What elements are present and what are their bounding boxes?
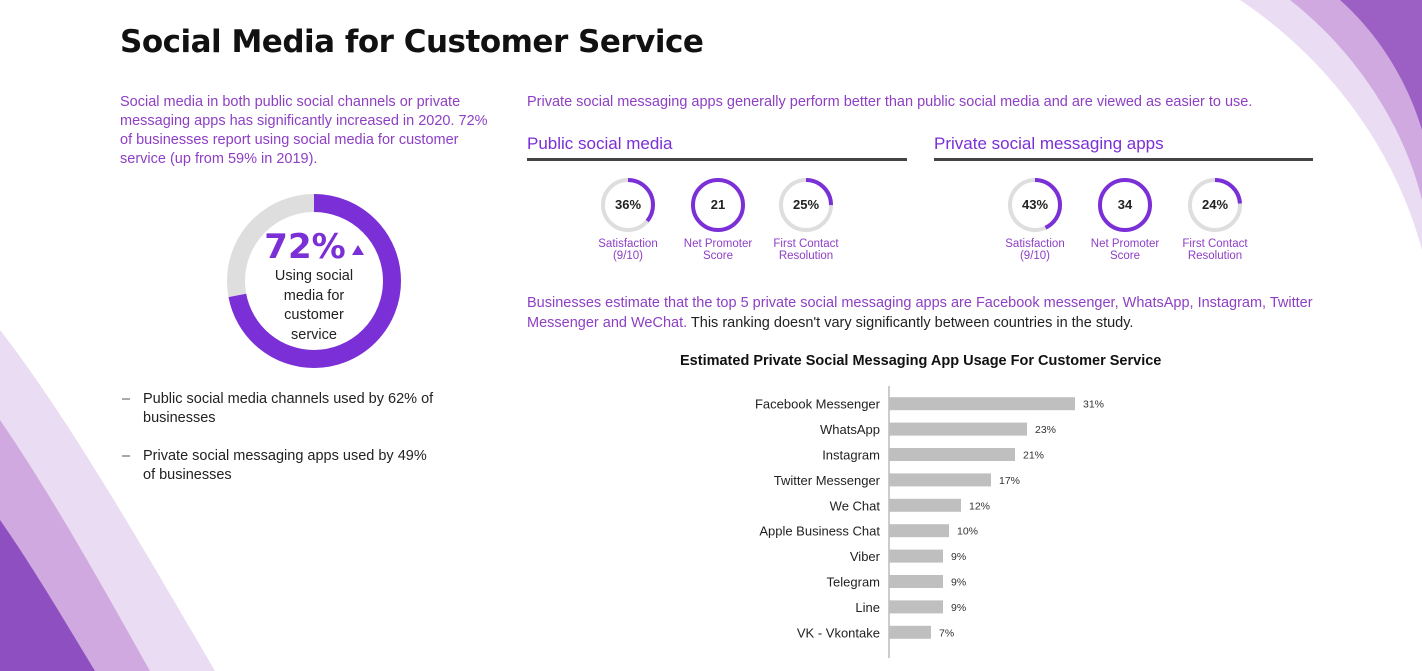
bullet-item: – Public social media channels used by 62… <box>120 390 440 428</box>
public-social-heading: Public social media <box>527 134 907 161</box>
bar <box>889 397 1075 411</box>
category-label: Viber <box>850 549 881 564</box>
category-label: VK - Vkontake <box>797 625 880 640</box>
data-label: 23% <box>1035 424 1056 436</box>
bar <box>889 498 961 512</box>
chart-title: Estimated Private Social Messaging App U… <box>680 353 1162 369</box>
data-label: 12% <box>969 500 990 512</box>
dash-icon: – <box>122 391 131 407</box>
metric-value: 36% <box>614 197 642 212</box>
category-label: WhatsApp <box>820 422 880 437</box>
metric-label: Net Promoter Score <box>1090 238 1160 262</box>
top-apps-highlight: Businesses estimate that the top 5 priva… <box>527 295 1313 331</box>
category-label: Telegram <box>827 575 880 590</box>
bar <box>889 575 943 588</box>
bullet-text: Public social media channels used by 62%… <box>143 391 434 426</box>
metric-value: 25% <box>792 197 820 212</box>
public-nps-metric: 21 Net Promoter Score <box>676 176 760 262</box>
bullet-item: – Private social messaging apps used by 4… <box>120 447 440 485</box>
data-label: 31% <box>1083 399 1104 411</box>
usage-donut <box>227 194 401 368</box>
metric-ring-arc <box>1008 178 1062 232</box>
bar <box>889 524 949 538</box>
page-title: Social Media for Customer Service <box>120 24 704 60</box>
category-label: Instagram <box>822 448 880 463</box>
metric-ring-arc <box>779 178 833 232</box>
bullet-text: Private social messaging apps used by 49… <box>143 448 427 483</box>
data-label: 7% <box>939 627 954 639</box>
donut-label: Using social media for customer service <box>274 268 354 343</box>
metric-label: Satisfaction (9/10) <box>1005 238 1065 262</box>
donut-center: 72% Using social media for customer serv… <box>244 227 384 345</box>
public-satisfaction-metric: 36% Satisfaction (9/10) <box>586 176 670 262</box>
bar <box>889 549 943 563</box>
data-label: 17% <box>999 475 1020 487</box>
data-label: 21% <box>1023 450 1044 462</box>
triangle-up-icon <box>351 245 364 255</box>
metric-value: 24% <box>1201 197 1229 212</box>
metric-ring-arc <box>1188 178 1242 232</box>
private-apps-heading: Private social messaging apps <box>934 134 1313 161</box>
bullet-list: – Public social media channels used by 62… <box>120 390 440 504</box>
metric-value: 34 <box>1117 197 1133 212</box>
metric-label: First Contact Resolution <box>773 238 839 262</box>
category-label: We Chat <box>830 498 881 513</box>
metric-value: 21 <box>710 197 726 212</box>
category-label: Line <box>855 600 880 615</box>
bar <box>889 600 943 614</box>
metric-label: Satisfaction (9/10) <box>598 238 658 262</box>
category-label: Apple Business Chat <box>759 524 880 539</box>
intro-text: Social media in both public social chann… <box>120 94 488 167</box>
private-satisfaction-metric: 43% Satisfaction (9/10) <box>993 176 1077 262</box>
data-label: 9% <box>951 602 966 614</box>
category-label: Facebook Messenger <box>755 397 881 412</box>
bar <box>889 422 1027 436</box>
metric-label: Net Promoter Score <box>683 238 753 262</box>
bar <box>889 448 1015 461</box>
private-fcr-metric: 24% First Contact Resolution <box>1173 176 1257 262</box>
public-fcr-metric: 25% First Contact Resolution <box>764 176 848 262</box>
private-nps-metric: 34 Net Promoter Score <box>1083 176 1167 262</box>
data-label: 9% <box>951 577 966 589</box>
usage-donut-arc <box>227 194 401 368</box>
donut-percentage: 72% <box>264 227 346 267</box>
metric-label: First Contact Resolution <box>1182 238 1248 262</box>
dash-icon: – <box>122 448 131 464</box>
bar <box>889 473 991 487</box>
data-label: 10% <box>957 526 978 538</box>
metric-value: 43% <box>1021 197 1049 212</box>
comparison-intro: Private social messaging apps generally … <box>527 94 1253 110</box>
data-label: 9% <box>951 551 966 563</box>
metric-ring-arc <box>601 178 655 232</box>
top-apps-text: Businesses estimate that the top 5 priva… <box>527 293 1327 333</box>
bar <box>889 625 931 639</box>
category-label: Twitter Messenger <box>774 473 881 488</box>
top-apps-note: This ranking doesn't vary significantly … <box>687 315 1134 331</box>
